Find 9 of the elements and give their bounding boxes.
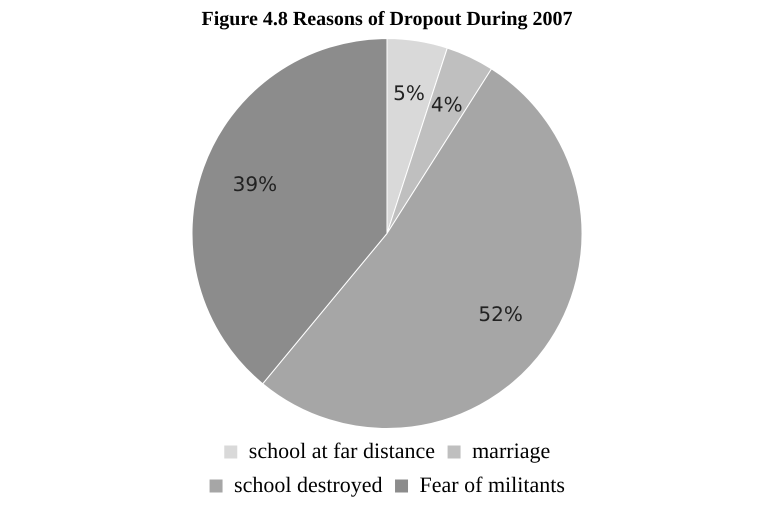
legend-label: school at far distance xyxy=(248,438,436,463)
chart-title: Figure 4.8 Reasons of Dropout During 2007 xyxy=(202,8,572,30)
data-label: 5% xyxy=(393,81,425,106)
data-label: 39% xyxy=(232,172,278,196)
legend-label: marriage xyxy=(472,438,550,463)
legend-label: Fear of militants xyxy=(420,472,565,497)
data-label: 4% xyxy=(430,92,463,117)
data-label: 52% xyxy=(478,302,523,326)
legend-label: school destroyed xyxy=(234,472,383,497)
